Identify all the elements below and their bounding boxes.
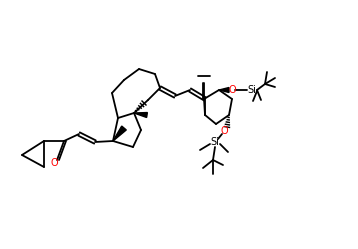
Text: O: O (220, 126, 228, 136)
Polygon shape (113, 126, 126, 141)
Polygon shape (134, 113, 147, 118)
Text: O: O (50, 158, 58, 168)
Polygon shape (219, 87, 229, 92)
Text: Si: Si (211, 137, 219, 147)
Text: Si: Si (248, 85, 256, 95)
Text: O: O (228, 85, 236, 95)
